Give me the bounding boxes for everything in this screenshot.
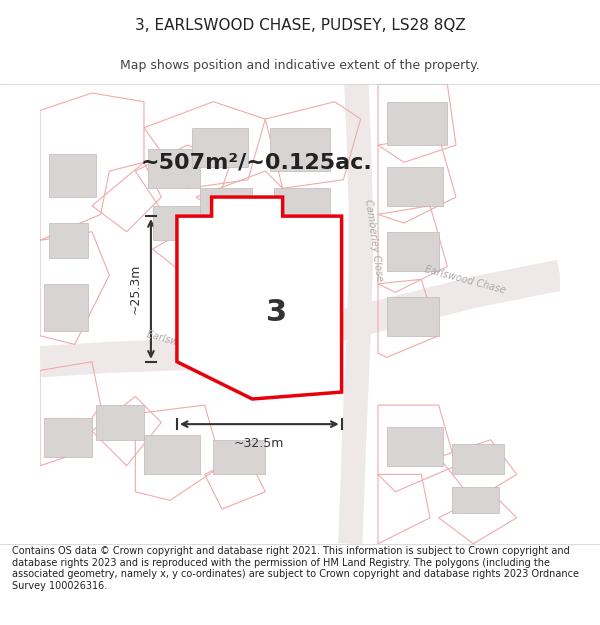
Polygon shape (39, 260, 563, 378)
Polygon shape (338, 84, 373, 544)
Text: Camberley Close: Camberley Close (363, 199, 385, 282)
Bar (386, 167, 443, 206)
Bar (274, 188, 331, 228)
Text: Earlswood Chase: Earlswood Chase (423, 264, 506, 295)
Text: 3: 3 (266, 298, 287, 328)
Text: Earlswood Chase: Earlswood Chase (146, 329, 229, 360)
Bar (97, 405, 144, 440)
Text: Contains OS data © Crown copyright and database right 2021. This information is : Contains OS data © Crown copyright and d… (12, 546, 579, 591)
Bar (148, 149, 200, 188)
Bar (44, 418, 92, 457)
Bar (44, 284, 88, 331)
Bar (214, 440, 265, 474)
Bar (191, 127, 248, 167)
Bar (452, 488, 499, 513)
Bar (386, 297, 439, 336)
Text: ~507m²/~0.125ac.: ~507m²/~0.125ac. (141, 152, 373, 173)
Bar (386, 427, 443, 466)
Bar (144, 436, 200, 474)
Bar (386, 102, 448, 145)
Bar (200, 188, 253, 223)
Bar (152, 206, 200, 241)
Bar (269, 127, 331, 171)
Text: ~25.3m: ~25.3m (129, 264, 142, 314)
Text: Map shows position and indicative extent of the property.: Map shows position and indicative extent… (120, 59, 480, 72)
Bar (452, 444, 503, 474)
Text: ~32.5m: ~32.5m (234, 437, 284, 450)
Bar (386, 232, 439, 271)
Polygon shape (177, 197, 341, 399)
Text: 3, EARLSWOOD CHASE, PUDSEY, LS28 8QZ: 3, EARLSWOOD CHASE, PUDSEY, LS28 8QZ (134, 18, 466, 32)
Bar (49, 154, 97, 197)
Bar (49, 223, 88, 258)
